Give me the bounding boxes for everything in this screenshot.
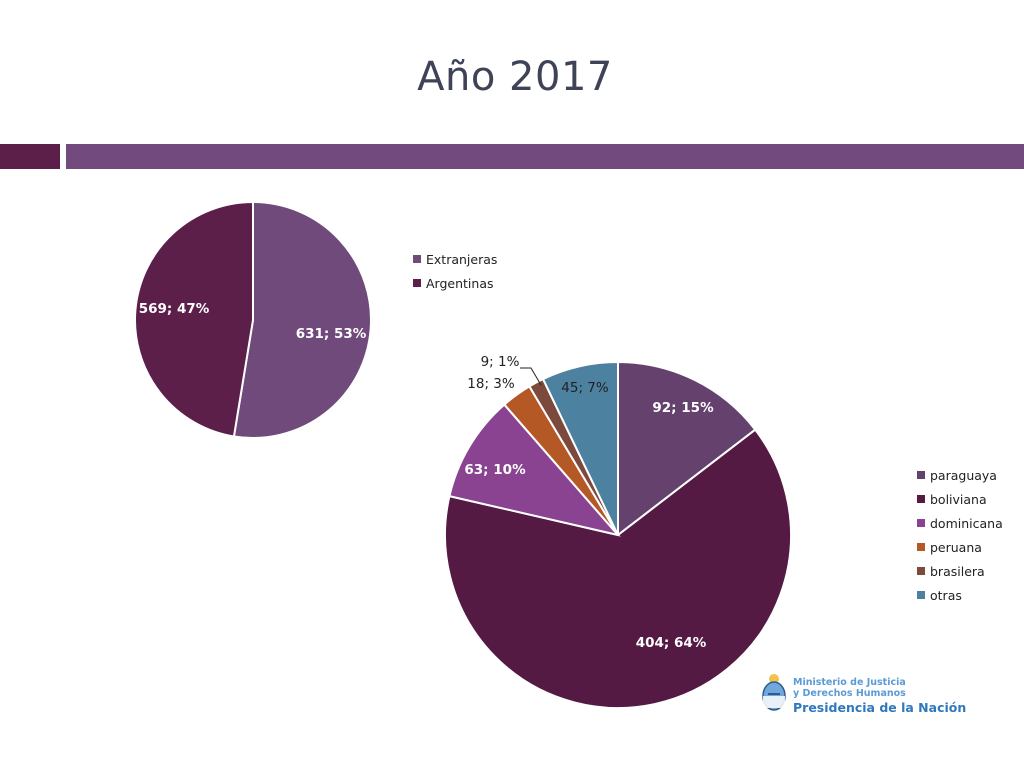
- pie-legend-origin: Extranjeras Argentinas: [413, 247, 497, 295]
- legend-label: brasilera: [930, 563, 985, 579]
- legend-label: otras: [930, 587, 962, 603]
- ministry-logo: Ministerio de Justicia y Derechos Humano…: [760, 670, 966, 718]
- legend-item-paraguaya: paraguaya: [917, 463, 1003, 487]
- data-label-origin-extranjeras: 631; 53%: [296, 326, 367, 342]
- legend-swatch: [413, 255, 421, 263]
- legend-swatch: [917, 567, 925, 575]
- data-label-nationality-brasilera: 9; 1%: [481, 354, 520, 370]
- legend-label: Extranjeras: [426, 251, 498, 267]
- coat-of-arms-icon: [762, 674, 786, 711]
- logo-presidency: Presidencia de la Nación: [793, 700, 967, 715]
- pie-slice-origin-argentinas: [134, 200, 254, 438]
- pie-slice-nationality-paraguaya: [617, 360, 757, 538]
- pie-slice-nationality-boliviana: [444, 428, 792, 709]
- pie-slice-nationality-otras: [541, 360, 619, 536]
- header-bar-right: [66, 144, 1024, 169]
- data-label-nationality-dominicana: 63; 10%: [464, 462, 526, 478]
- data-label-nationality-peruana: 18; 3%: [467, 376, 515, 392]
- legend-item-brasilera: brasilera: [917, 559, 1003, 583]
- data-label-nationality-paraguaya: 92; 15%: [652, 400, 714, 416]
- pie-legend-nationality: paraguaya boliviana dominicana peruana brasi…: [917, 463, 1003, 607]
- legend-item-otras: otras: [917, 583, 1003, 607]
- legend-label: dominicana: [930, 515, 1003, 531]
- pie-slice-nationality-dominicana: [448, 403, 621, 537]
- data-label-origin-argentinas: 569; 47%: [139, 301, 210, 317]
- pie-slice-origin-extranjeras: [232, 200, 372, 439]
- data-label-nationality-boliviana: 404; 64%: [636, 635, 707, 651]
- legend-label: boliviana: [930, 491, 987, 507]
- data-label-nationality-otras: 45; 7%: [561, 380, 609, 396]
- logo-ministry-line2: y Derechos Humanos: [793, 688, 906, 699]
- legend-swatch: [917, 543, 925, 551]
- header-bar-left: [0, 144, 60, 169]
- legend-swatch: [917, 519, 925, 527]
- legend-item-extranjeras: Extranjeras: [413, 247, 497, 271]
- data-label-leader-brasilera: [520, 367, 542, 386]
- legend-swatch: [917, 495, 925, 503]
- legend-swatch: [413, 279, 421, 287]
- logo-ministry-line1: Ministerio de Justicia: [793, 677, 906, 688]
- legend-label: Argentinas: [426, 275, 494, 291]
- legend-item-argentinas: Argentinas: [413, 271, 497, 295]
- legend-label: paraguaya: [930, 467, 997, 483]
- legend-item-peruana: peruana: [917, 535, 1003, 559]
- legend-item-boliviana: boliviana: [917, 487, 1003, 511]
- legend-swatch: [917, 471, 925, 479]
- legend-item-dominicana: dominicana: [917, 511, 1003, 535]
- legend-label: peruana: [930, 539, 982, 555]
- legend-swatch: [917, 591, 925, 599]
- slide-title: Año 2017: [417, 54, 613, 100]
